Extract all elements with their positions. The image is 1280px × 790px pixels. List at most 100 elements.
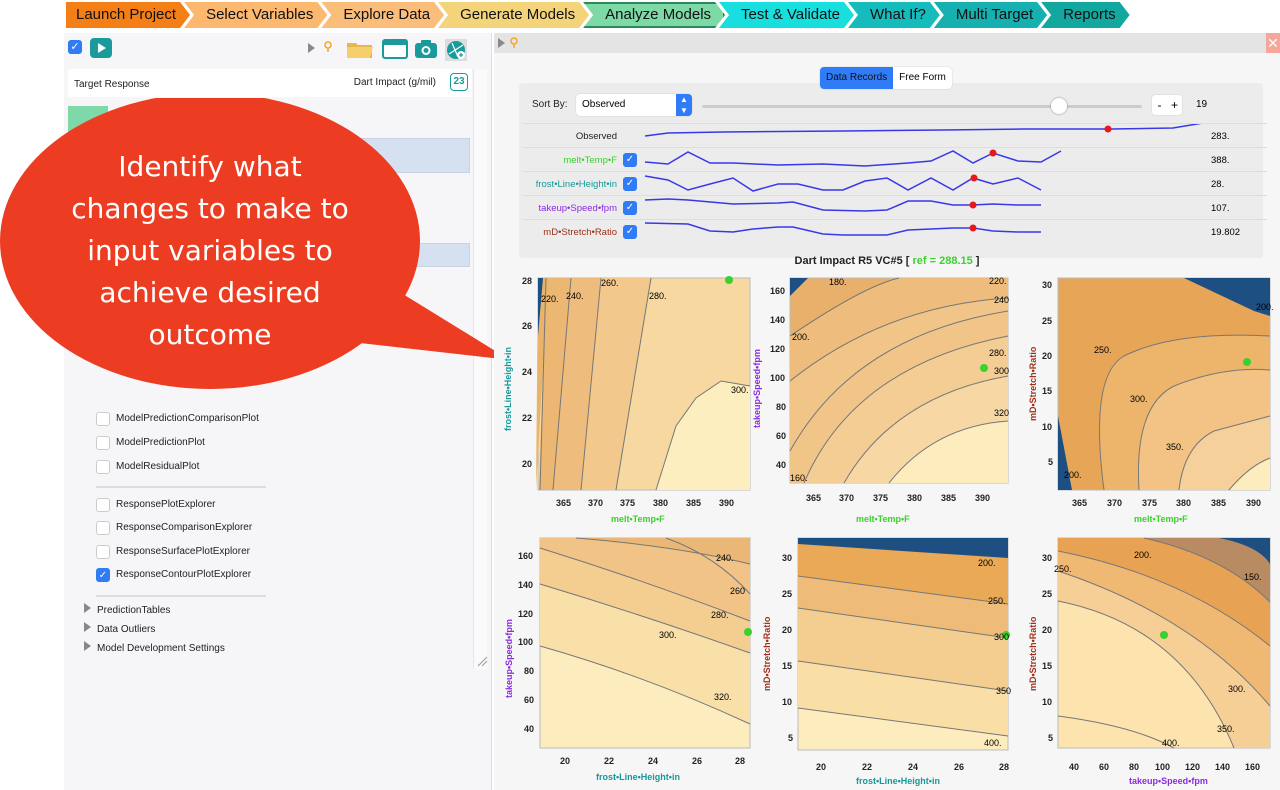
workflow-step-reports[interactable]: Reports [1041,2,1130,28]
left-panel-scrollbar[interactable] [473,69,487,669]
tree-item-data-outliers[interactable]: Data Outliers [84,622,155,635]
run-button[interactable] [90,38,112,58]
svg-text:280.: 280. [989,348,1007,358]
svg-text:200.: 200. [1134,550,1152,560]
svg-text:320: 320 [994,408,1009,418]
expand-triangle-icon [84,603,91,613]
svg-text:250.: 250. [1054,564,1072,574]
table-row: melt•Temp•F ✓ 388. [523,147,1267,171]
contour-plot-frost-takeup[interactable]: 240. 260 280. 300. 320. 160 140 120 100 80 60 40 2… [504,536,756,788]
target-response-value[interactable]: Dart Impact (g/mil) [353,77,436,88]
target-response-label: Target Response [74,79,150,90]
workflow-step-generate-models[interactable]: Generate Models [438,2,589,28]
trace-line [644,124,1202,137]
svg-text:300.: 300. [1228,684,1246,694]
svg-text:240.: 240. [716,553,734,563]
svg-text:400.: 400. [984,738,1002,748]
lightbulb-icon[interactable] [324,41,332,53]
svg-text:220.: 220. [989,276,1007,286]
svg-text:300.: 300. [659,630,677,640]
plot-title: Dart Impact R5 VC#5 [ ref = 288.15 ] [794,255,980,267]
svg-text:350.: 350. [1166,442,1184,452]
tree-item-model-development-settings[interactable]: Model Development Settings [84,641,225,654]
svg-text:350: 350 [996,686,1011,696]
highlighted-row[interactable] [162,243,470,267]
contour-plot-takeup-stretch[interactable]: 200. 250. 150. 300. 350. 400. 30 25 20 15 10 5 40 6… [1028,536,1280,788]
workflow-step-select-variables[interactable]: Select Variables [184,2,327,28]
analysis-plus-icon[interactable] [445,39,467,61]
expand-triangle-icon[interactable] [308,43,315,53]
target-count-badge[interactable]: 23 [450,73,468,91]
workflow-bar: Launch Project Select Variables Explore … [66,2,1124,30]
svg-text:300: 300 [994,366,1009,376]
record-slider-thumb[interactable] [1051,98,1067,114]
variable-checkbox[interactable]: ✓ [623,225,637,239]
svg-text:350.: 350. [1217,724,1235,734]
increment-button[interactable]: + [1170,98,1178,112]
workflow-step-multi-target[interactable]: Multi Target [934,2,1047,28]
svg-text:260.: 260. [601,278,619,288]
expand-triangle-icon[interactable] [498,38,505,48]
variable-checkbox[interactable]: ✓ [623,153,637,167]
svg-text:300.: 300. [731,385,749,395]
svg-text:160.: 160. [790,473,808,483]
svg-text:300: 300 [994,632,1009,642]
window-icon[interactable] [382,39,408,59]
target-response-row: Target Response Dart Impact (g/mil) 23 [68,69,472,97]
select-all-checkbox[interactable]: ✓ [68,40,82,54]
resize-grip-icon[interactable] [474,653,488,667]
workflow-step-test-validate[interactable]: Test & Validate [719,2,854,28]
svg-text:240.: 240. [566,291,584,301]
folder-icon[interactable] [346,39,374,59]
table-row: Observed 283. [523,123,1267,147]
record-slider-track[interactable] [702,105,1142,108]
tab-free-form[interactable]: Free Form [899,72,946,83]
contour-plot-melt-stretch[interactable]: 250. 200. 300. 350. 200. 30 25 20 15 10 5 365 370 3… [1028,277,1274,524]
trace-line [644,174,1042,192]
svg-text:320.: 320. [714,692,732,702]
expand-triangle-icon [84,622,91,632]
workflow-step-what-if[interactable]: What If? [848,2,940,28]
svg-text:150.: 150. [1244,572,1262,582]
trace-line [644,149,1062,167]
section-tab[interactable] [68,106,108,136]
tab-data-records[interactable]: Data Records [820,67,894,89]
svg-text:180.: 180. [829,277,847,287]
workflow-step-launch-project[interactable]: Launch Project [66,2,190,28]
svg-text:280.: 280. [711,610,729,620]
sort-by-label: Sort By: [532,99,568,110]
record-stepper: - + [1152,95,1182,115]
svg-text:260: 260 [730,586,745,596]
record-index: 19 [1196,99,1208,110]
workflow-step-analyze-models[interactable]: Analyze Models [583,2,725,28]
variable-checkbox[interactable]: ✓ [623,177,637,191]
tree-item-prediction-tables[interactable]: PredictionTables [84,603,170,616]
contour-plot-melt-frost[interactable]: 220. 240. 260. 280. 300. 28 26 24 22 20 365 370 37… [503,276,751,524]
contour-plot-melt-takeup[interactable]: 180. 220. 240 200. 280. 300 320 160. 160 140 120 1… [752,276,1010,524]
decrement-button[interactable]: - [1157,98,1162,112]
svg-text:400.: 400. [1162,738,1180,748]
mode-toggle: Data Records Free Form [820,67,952,89]
variable-checkbox[interactable]: ✓ [623,201,637,215]
workflow-step-explore-data[interactable]: Explore Data [321,2,444,28]
right-panel: ✕ Data Records Free Form Sort By: Observ… [494,33,1280,790]
expand-triangle-icon [84,641,91,651]
table-row: frost•Line•Height•in ✓ 28. [523,171,1267,195]
svg-text:200.: 200. [978,558,996,568]
svg-text:200.: 200. [1064,470,1082,480]
close-button[interactable]: ✕ [1266,33,1280,53]
lightbulb-icon[interactable] [510,37,518,49]
svg-text:240: 240 [994,295,1009,305]
chevron-updown-icon: ▲ ▼ [676,94,692,116]
svg-text:280.: 280. [649,291,667,301]
contour-plot-frost-stretch[interactable]: 200. 250. 300 350 400. 30 25 20 15 10 5 20 22 24 26 2… [762,536,1014,788]
svg-text:250.: 250. [988,596,1006,606]
left-panel: ✓ Target Response Dart Impact (g/mil) 23… [64,33,492,790]
camera-icon[interactable] [414,39,438,59]
right-panel-header: ✕ [494,33,1280,53]
svg-text:300.: 300. [1130,394,1148,404]
table-row: takeup•Speed•fpm ✓ 107. [523,195,1267,219]
sort-by-select[interactable]: Observed ▲ ▼ [576,94,692,116]
table-row: mD•Stretch•Ratio ✓ 19.802 [523,219,1267,243]
highlighted-row[interactable] [162,138,470,173]
